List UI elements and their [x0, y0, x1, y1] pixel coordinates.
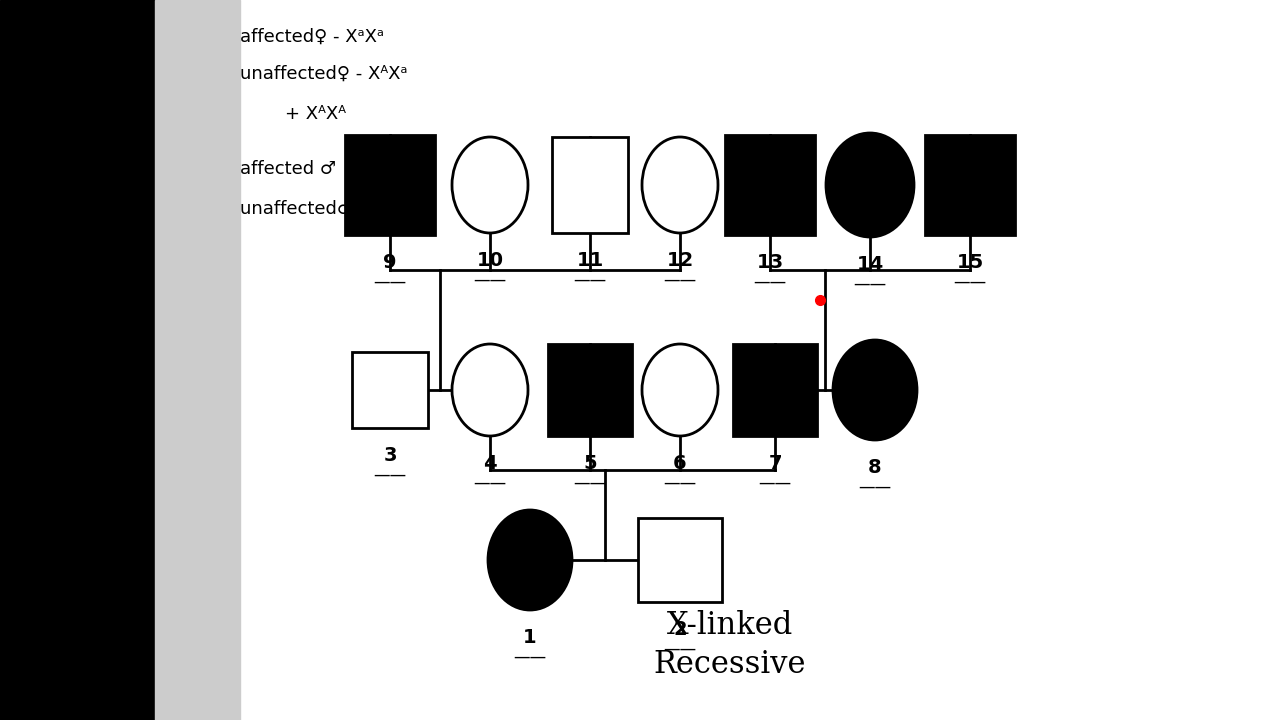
Text: affected♀ - XᵃXᵃ: affected♀ - XᵃXᵃ — [241, 28, 384, 46]
Text: unaffected♀ - XᴬXᵃ: unaffected♀ - XᴬXᵃ — [241, 65, 407, 83]
Text: 7: 7 — [768, 454, 782, 473]
Text: ——: —— — [854, 275, 887, 293]
Text: 4: 4 — [483, 454, 497, 473]
Text: 9: 9 — [383, 253, 397, 272]
Bar — [352, 352, 428, 428]
Ellipse shape — [452, 344, 529, 436]
Text: 1: 1 — [524, 628, 536, 647]
Text: ——: —— — [663, 640, 696, 658]
Text: ——: —— — [573, 474, 607, 492]
Ellipse shape — [643, 137, 718, 233]
Text: ——: —— — [374, 466, 407, 484]
Bar — [346, 135, 435, 235]
Bar — [637, 518, 722, 602]
Bar — [925, 135, 1015, 235]
Text: affected ♂  XᵃY: affected ♂ XᵃY — [241, 160, 378, 178]
Text: 15: 15 — [956, 253, 983, 272]
Text: 2: 2 — [673, 620, 687, 639]
Bar — [733, 344, 817, 436]
Text: 12: 12 — [667, 251, 694, 270]
Text: ——: —— — [374, 273, 407, 291]
Text: + XᴬXᴬ: + XᴬXᴬ — [285, 105, 346, 123]
Text: 11: 11 — [576, 251, 604, 270]
Text: ——: —— — [513, 648, 547, 666]
Text: ——: —— — [474, 474, 507, 492]
Ellipse shape — [643, 344, 718, 436]
Text: 14: 14 — [856, 255, 883, 274]
Text: 3: 3 — [383, 446, 397, 465]
Bar — [548, 344, 632, 436]
Text: ——: —— — [474, 271, 507, 289]
Text: ——: —— — [754, 273, 787, 291]
Text: 6: 6 — [673, 454, 687, 473]
Text: X-linked
Recessive: X-linked Recessive — [654, 611, 806, 680]
Text: ——: —— — [663, 271, 696, 289]
Ellipse shape — [833, 340, 916, 440]
Text: unaffected♂ XᴬY: unaffected♂ XᴬY — [241, 200, 390, 218]
Text: 8: 8 — [868, 458, 882, 477]
Text: ——: —— — [663, 474, 696, 492]
Text: 10: 10 — [476, 251, 503, 270]
Text: ——: —— — [573, 271, 607, 289]
Text: 5: 5 — [584, 454, 596, 473]
Ellipse shape — [488, 510, 572, 610]
Bar — [724, 135, 815, 235]
Bar — [0, 0, 155, 720]
Text: ——: —— — [758, 474, 791, 492]
Bar — [552, 137, 628, 233]
Ellipse shape — [452, 137, 529, 233]
Bar — [155, 0, 241, 720]
Ellipse shape — [826, 133, 914, 237]
Text: ——: —— — [859, 478, 892, 496]
Text: ——: —— — [954, 273, 987, 291]
Text: 13: 13 — [756, 253, 783, 272]
